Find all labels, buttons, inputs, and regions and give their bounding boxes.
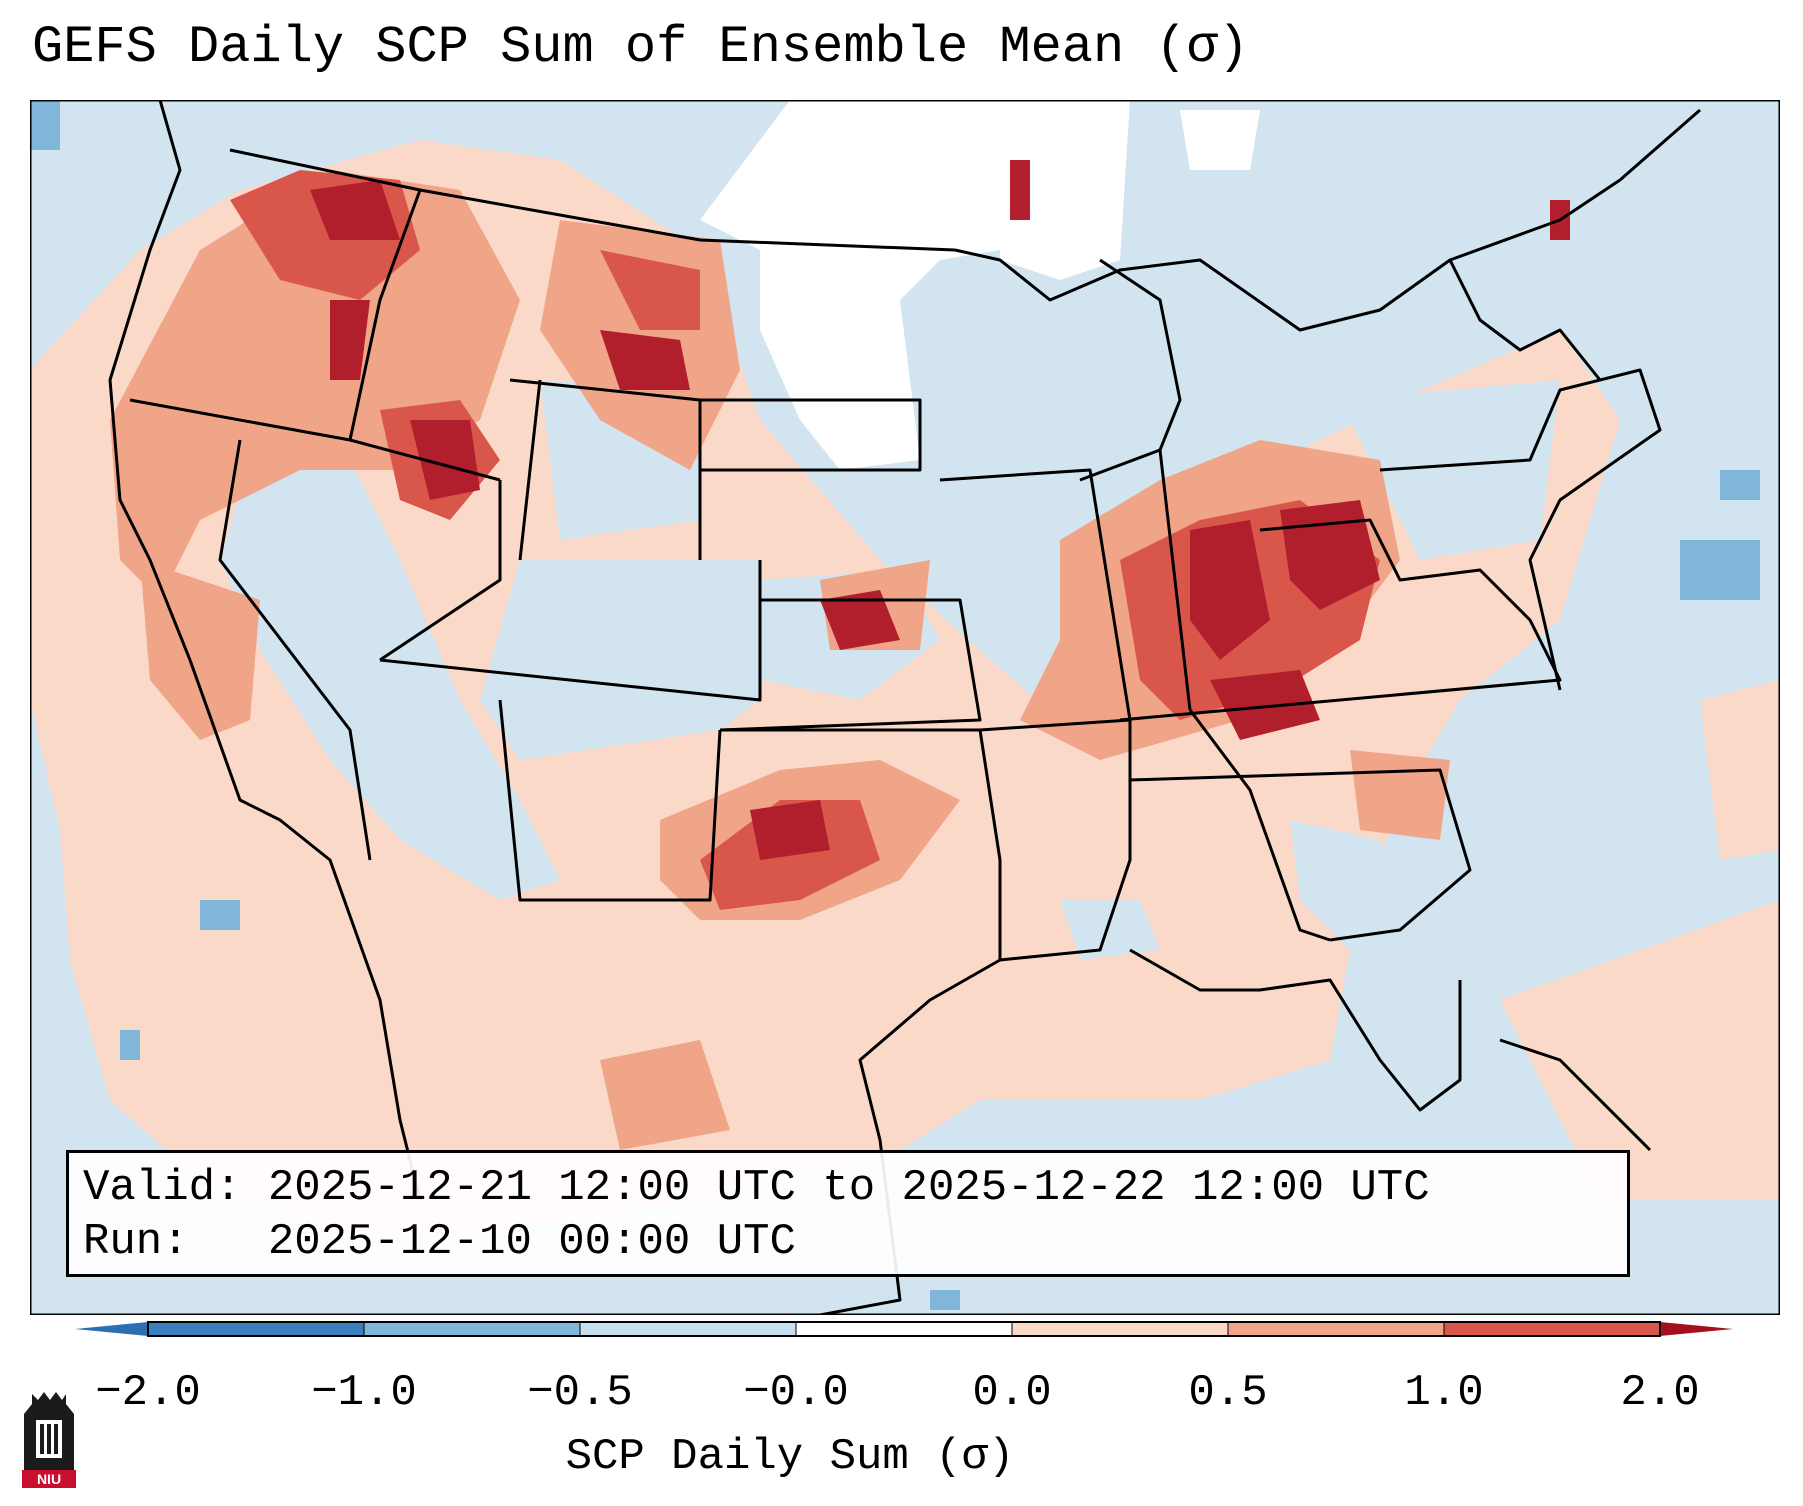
niu-logo: NIU [22,1392,76,1488]
colorbar-segment [580,1322,797,1336]
colorbar-label: SCP Daily Sum (σ) [565,1432,1015,1482]
colorbar-segment [1444,1322,1661,1336]
canada-border [229,148,956,252]
michigan-line [1099,258,1182,451]
colorbar-segment [148,1322,365,1336]
west-coastline [108,100,422,1201]
az-nm-line [379,560,762,702]
colorbar-tick-label: −2.0 [95,1368,201,1418]
ga-line [1129,768,1472,942]
colorbar-segment [796,1322,1013,1336]
new-england-line [1448,259,1602,381]
sd-ne-line [700,398,922,472]
ks-ok-line [719,598,982,732]
colorbar-segment [1228,1322,1445,1336]
az-sw-line [498,699,580,902]
id-line [348,189,422,441]
great-lakes-border [954,108,1701,332]
grid-cell-texture [30,100,1760,1310]
colorbar-segment [364,1322,581,1336]
run-time-line: Run: 2025-12-10 00:00 UTC [83,1217,796,1267]
wy-co-line [518,379,542,561]
colorbar-outline [147,1321,1661,1337]
tn-ky-nc-line [1119,518,1562,722]
east-coast-line [1379,368,1662,691]
colorbar-tick-label: 0.5 [1188,1368,1268,1418]
nm-line [580,729,722,902]
colorbar-tick-label: −0.0 [743,1368,849,1418]
near-zero-anomaly-layer [700,100,1260,470]
colorbar-segment [1012,1322,1229,1336]
niu-logo-text: NIU [37,1471,61,1487]
info-box: Valid: 2025-12-21 12:00 UTC to 2025-12-2… [66,1150,1630,1277]
colorbar-over-arrow [1660,1322,1733,1336]
mo-line [939,468,1132,721]
colorbar-tick-label: 0.0 [972,1368,1052,1418]
colorbar-tick-label: −1.0 [311,1368,417,1418]
colorbar [75,1321,1733,1337]
colorbar-under-arrow [75,1322,148,1336]
colorbar-tick-label: 2.0 [1620,1368,1700,1418]
ms-al-line [1188,709,1331,942]
ar-la-line [979,718,1132,962]
ut-line [379,480,502,662]
gulf-coast-line [1129,948,1462,1112]
caribbean-line [1499,1038,1652,1152]
boundary-lines [108,100,1701,1315]
extreme-positive-anomaly-layer [310,160,1570,860]
nv-ca-line [218,439,372,861]
colorbar-tick-label: −0.5 [527,1368,633,1418]
colorbar-tick-label: 1.0 [1404,1368,1484,1418]
valid-time-line: Valid: 2025-12-21 12:00 UTC to 2025-12-2… [83,1163,1430,1213]
chart-title: GEFS Daily SCP Sum of Ensemble Mean (σ) [32,18,1249,77]
